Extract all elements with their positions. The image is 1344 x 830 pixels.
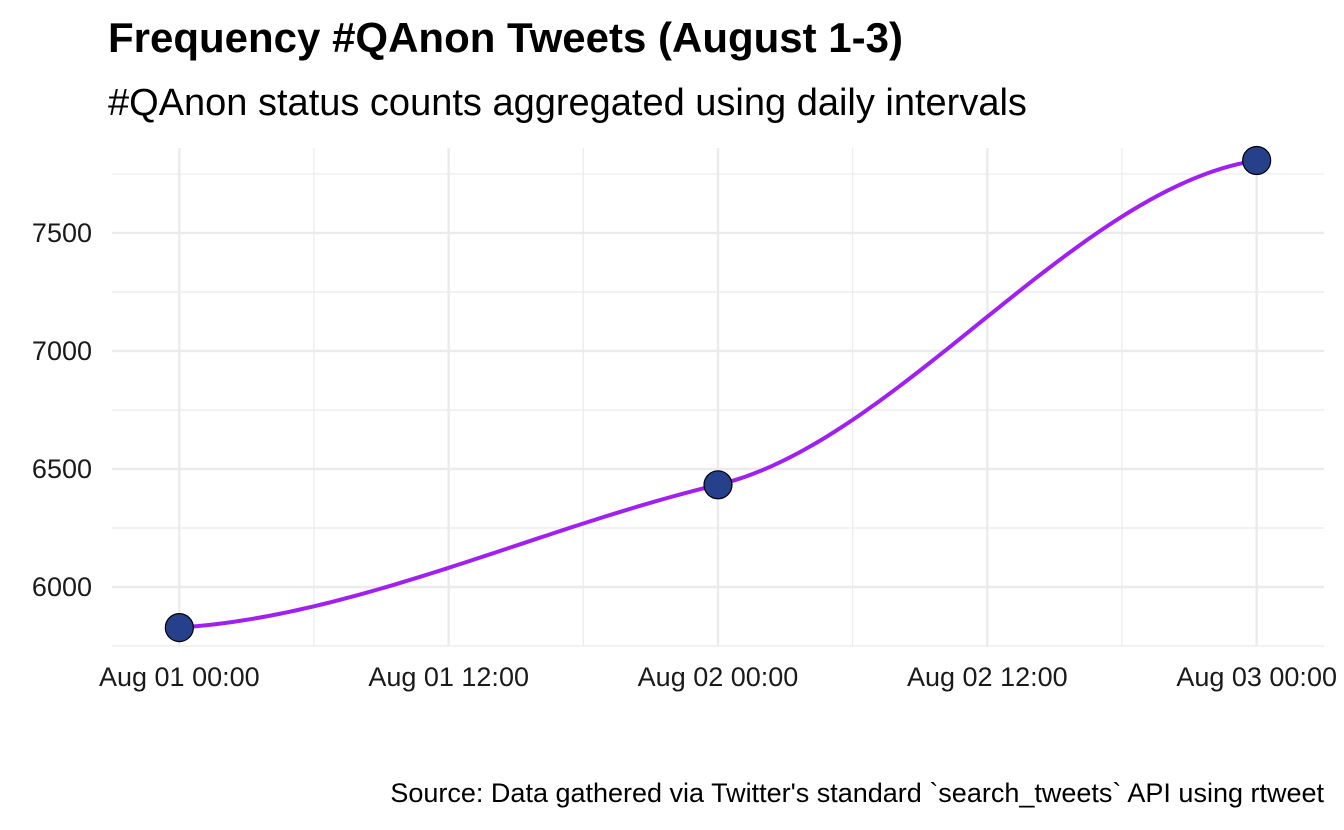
data-point (1242, 145, 1272, 176)
data-point (703, 470, 733, 500)
y-tick-label: 7500 (32, 218, 92, 248)
x-tick-label: Aug 01 00:00 (99, 662, 260, 692)
chart-caption: Source: Data gathered via Twitter's stan… (390, 778, 1324, 808)
x-tick-label: Aug 02 12:00 (907, 662, 1068, 692)
y-tick-label: 6000 (32, 572, 92, 602)
x-tick-label: Aug 03 00:00 (1176, 662, 1337, 692)
chart-subtitle: #QAnon status counts aggregated using da… (108, 82, 1027, 124)
x-tick-label: Aug 02 00:00 (638, 662, 799, 692)
x-tick-label: Aug 01 12:00 (368, 662, 529, 692)
data-point (164, 612, 194, 643)
chart-title: Frequency #QAnon Tweets (August 1-3) (108, 14, 903, 61)
y-tick-label: 7000 (32, 336, 92, 366)
y-tick-label: 6500 (32, 454, 92, 484)
